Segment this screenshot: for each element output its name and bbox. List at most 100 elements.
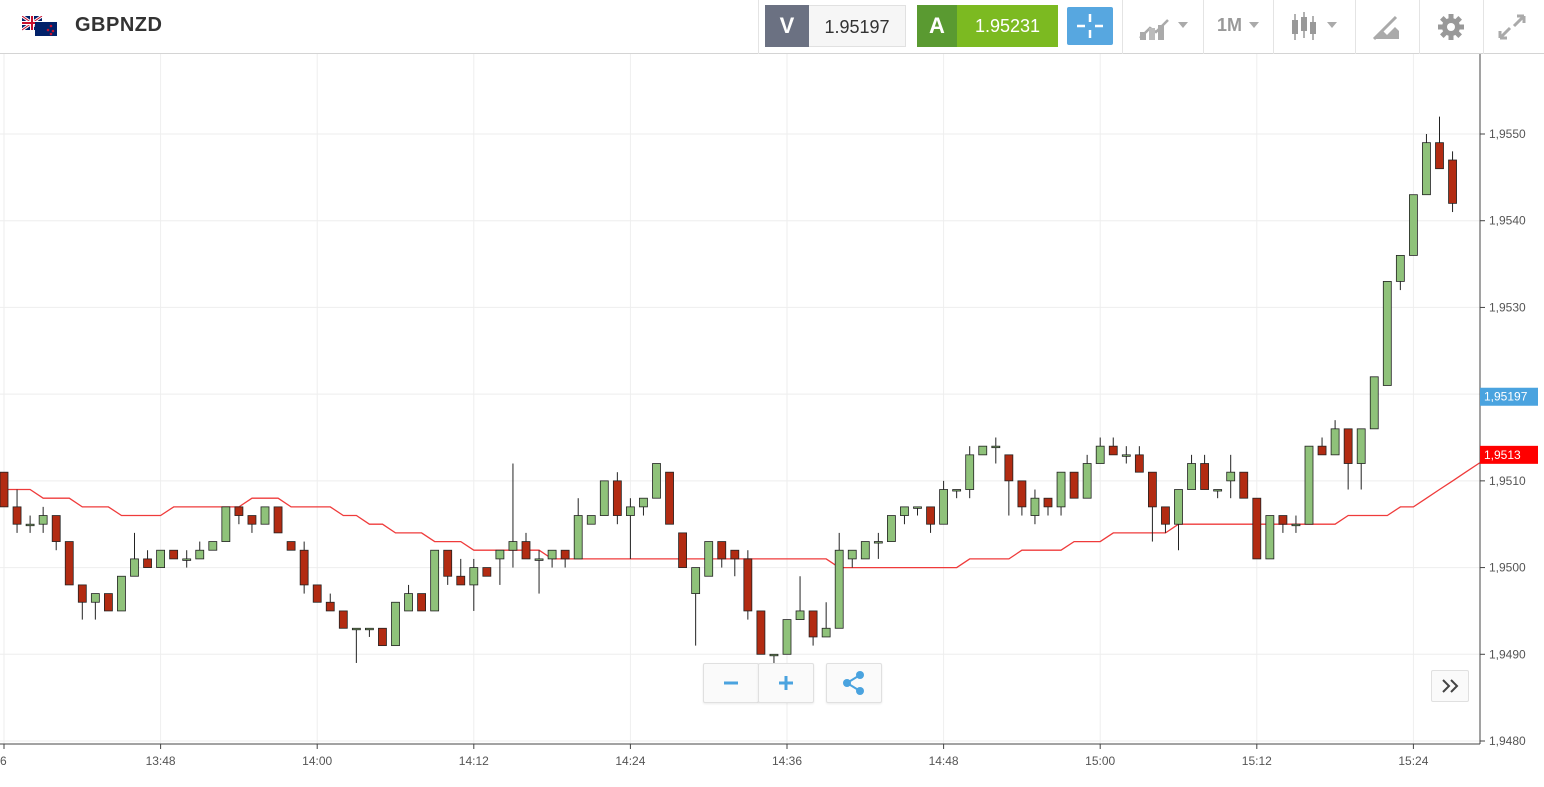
candle-body-up [182,558,192,561]
candle [626,498,635,559]
candle [234,506,244,525]
candle [952,489,962,499]
candle-body-down [1278,515,1288,525]
candle-body-up [117,575,126,612]
candle [834,532,844,629]
candle-body-down [612,480,622,516]
candle [417,593,427,612]
candle [756,610,766,655]
candle-body-down [247,515,257,525]
price-tick-label: 1,9510 [1489,474,1526,488]
candle [1291,515,1301,533]
gear-icon[interactable] [1433,8,1469,46]
share-icon [843,671,864,695]
time-tick-label: 6 [0,754,7,768]
grid [0,54,1480,744]
candle [1422,134,1431,196]
candle [1095,437,1105,464]
candlestick-icon[interactable] [1287,8,1347,46]
price-label-text: 1,9513 [1484,448,1521,462]
candle [443,549,453,585]
candle [1108,437,1118,456]
share-button[interactable] [826,663,882,703]
candle-body-up [795,610,805,621]
buy-price[interactable]: 1.95231 [957,5,1058,47]
candle [1448,151,1457,213]
candle-body-up [1082,463,1092,499]
candle [560,549,570,568]
candle [338,610,348,629]
candle-body-up [586,515,596,525]
candle-body-up [900,506,909,516]
zoom-out-button[interactable] [703,663,759,703]
candle [913,506,922,516]
candle [665,471,674,525]
price-labels: 1,95197 1,9513 [1480,387,1538,464]
candle-body-up [821,627,831,638]
drawing-tools-icon[interactable] [1369,8,1405,46]
candle-body-down [926,506,935,525]
candle [782,619,792,655]
instrument-name: GBPNZD [75,14,163,36]
candle-body-down [521,541,531,560]
candle-body-down [64,541,74,586]
candle-body-down [678,532,687,568]
candle [1187,454,1196,490]
candle [1409,194,1418,256]
candle-body-down [104,593,113,612]
candle-body-up [978,445,988,456]
candle-body-down [743,558,753,612]
price-tick-label: 1,9480 [1489,734,1526,748]
candle-body-up [38,515,48,525]
chart-area[interactable]: 1,94801,94901,95001,95101,95201,95301,95… [0,54,1544,782]
candle-body-up [25,523,35,527]
candle [599,480,609,516]
price-chart[interactable]: 1,94801,94901,95001,95101,95201,95301,95… [0,54,1544,782]
candle [1213,489,1223,499]
chevron-down-icon[interactable] [1246,8,1264,46]
time-tick-label: 14:12 [459,754,489,768]
scroll-to-end-button[interactable] [1431,670,1469,702]
candle [286,541,296,551]
time-axis[interactable]: 6 13:48 14:00 14:12 14:24 14:36 14:48 15:00 15:1… [0,743,1480,768]
crosshair-button[interactable] [1067,7,1113,45]
candle [104,593,113,612]
fullscreen-icon[interactable] [1496,8,1528,46]
candle-body-down [51,515,61,542]
interval-select[interactable]: 1M [1217,15,1243,35]
candle-body-down [1317,445,1327,456]
toolbar-separator [1419,0,1420,54]
candle-body-down [443,549,453,577]
sell-price[interactable]: 1.95197 [809,5,906,47]
candle [143,550,152,568]
candle-body-up [364,627,374,631]
candle [1395,254,1405,291]
chart-type-icon[interactable] [1136,8,1196,46]
candle [378,627,387,647]
candle-body-up [1422,142,1431,196]
zoom-in-icon [779,676,793,690]
sell-button[interactable]: V [765,5,809,47]
candle [1330,420,1340,456]
candle-body-up [1369,376,1379,430]
candle [795,576,805,621]
candle [1069,471,1079,499]
buy-button[interactable]: A [917,5,957,47]
candle-body-up [965,454,975,490]
candle [691,567,701,646]
candle [90,593,100,620]
zoom-in-button[interactable] [758,663,814,703]
candle [1017,480,1027,516]
candle-body-down [482,567,492,577]
candle-body-down [1343,428,1353,464]
candle-body-up [1030,497,1040,516]
candle-body-up [913,506,922,509]
candle [117,575,126,612]
candle [64,541,74,586]
candle [1082,454,1092,499]
price-label-text: 1,95197 [1484,390,1528,404]
candle [1200,454,1209,490]
price-label: 1,9513 [1480,445,1538,464]
candle [1004,454,1014,516]
candle-body-up [860,541,870,560]
